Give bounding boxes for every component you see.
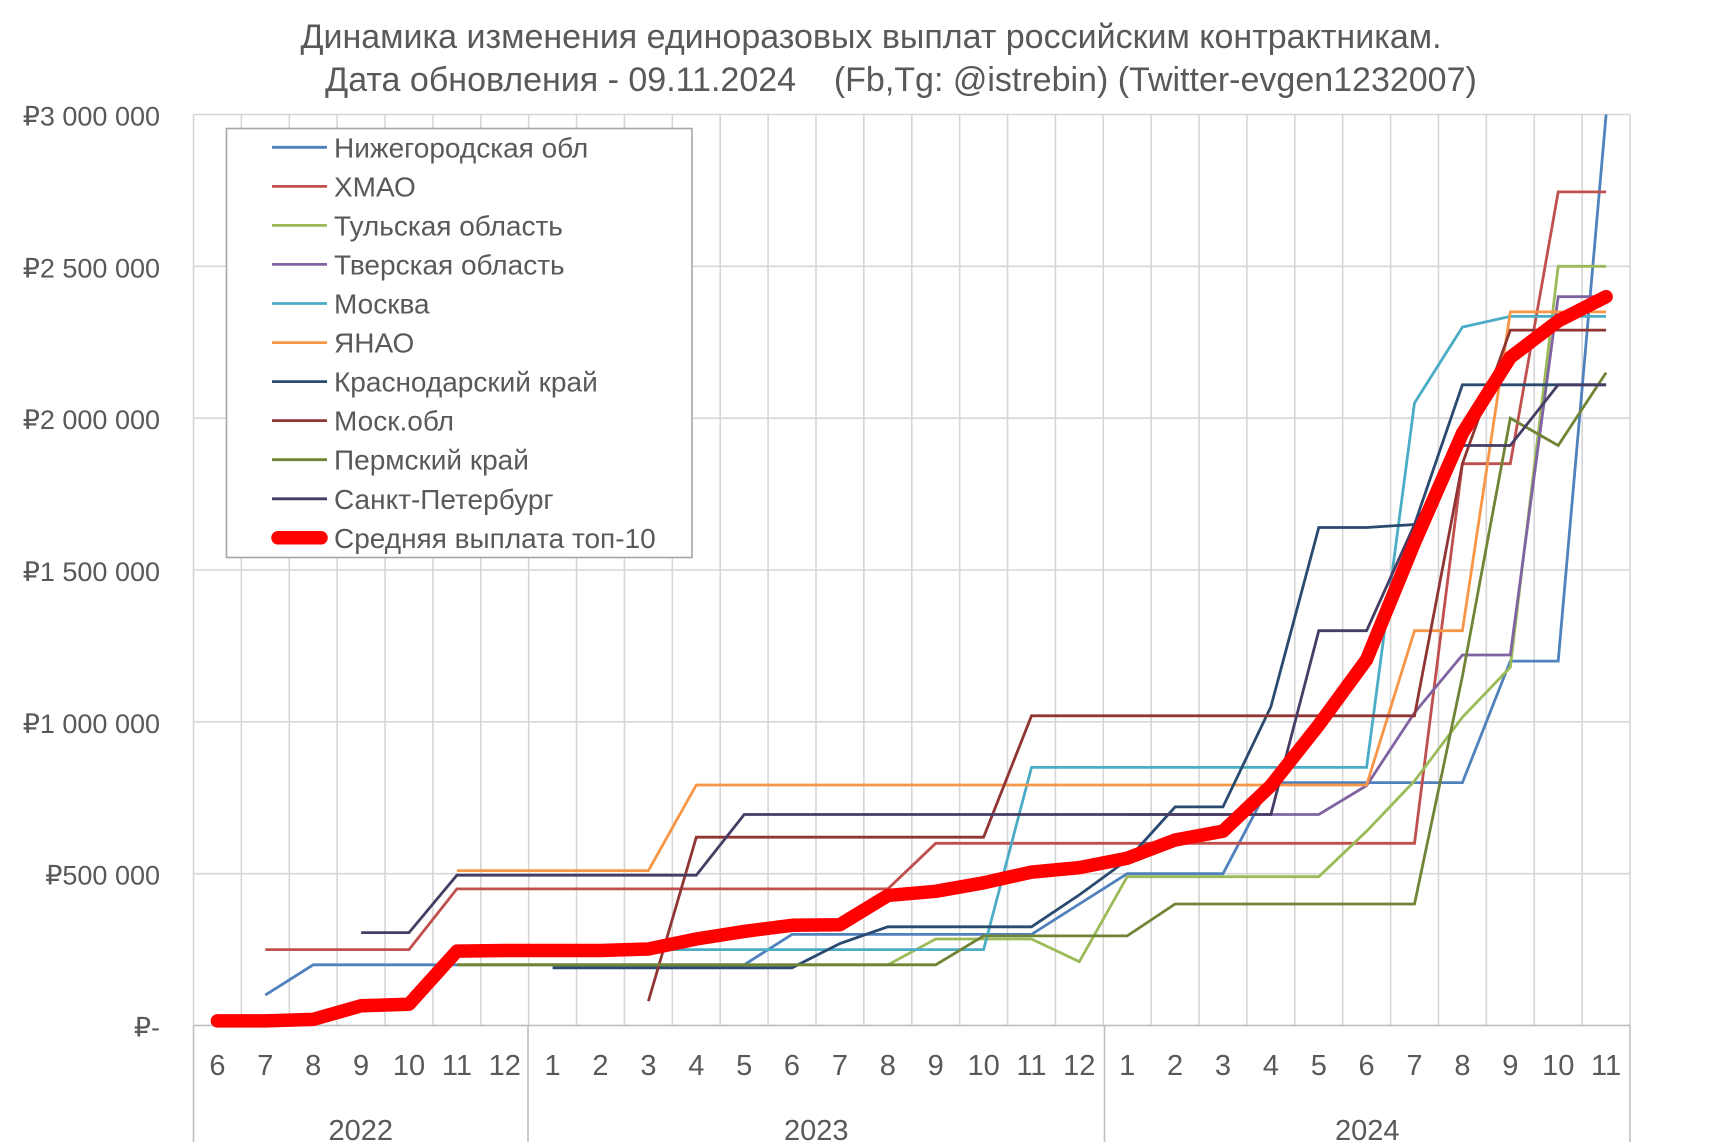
svg-text:₽1 500 000: ₽1 500 000	[23, 557, 160, 587]
svg-text:2: 2	[1167, 1050, 1183, 1082]
svg-text:3: 3	[640, 1050, 656, 1082]
svg-text:Санкт-Петербург: Санкт-Петербург	[334, 484, 554, 515]
svg-text:6: 6	[784, 1050, 800, 1082]
svg-text:Моск.обл: Моск.обл	[334, 406, 454, 437]
svg-text:Дата обновления - 09.11.2024: Дата обновления - 09.11.2024 (Fb,Tg: @is…	[325, 61, 1477, 99]
svg-text:11: 11	[1591, 1050, 1621, 1082]
svg-text:7: 7	[832, 1050, 848, 1082]
svg-text:12: 12	[489, 1050, 521, 1082]
svg-text:4: 4	[688, 1050, 704, 1082]
svg-text:8: 8	[880, 1050, 896, 1082]
svg-text:8: 8	[1454, 1050, 1470, 1082]
svg-text:Тульская область: Тульская область	[334, 210, 563, 241]
svg-text:Средняя выплата топ-10: Средняя выплата топ-10	[334, 523, 656, 554]
svg-text:Москва: Москва	[334, 289, 430, 320]
svg-text:10: 10	[1542, 1050, 1574, 1082]
svg-text:3: 3	[1215, 1050, 1231, 1082]
svg-text:Краснодарский край: Краснодарский край	[334, 367, 598, 398]
svg-text:₽3 000 000: ₽3 000 000	[23, 102, 160, 132]
svg-text:2023: 2023	[784, 1115, 849, 1142]
svg-text:Динамика изменения единоразовы: Динамика изменения единоразовых выплат р…	[300, 18, 1441, 56]
svg-text:11: 11	[442, 1050, 472, 1082]
svg-text:9: 9	[928, 1050, 944, 1082]
svg-text:Тверская область: Тверская область	[334, 249, 565, 280]
svg-text:₽2 500 000: ₽2 500 000	[23, 253, 160, 283]
svg-text:Пермский край: Пермский край	[334, 445, 529, 476]
svg-text:1: 1	[545, 1050, 561, 1082]
svg-text:₽1 000 000: ₽1 000 000	[23, 709, 160, 739]
svg-text:2: 2	[592, 1050, 608, 1082]
svg-text:ХМАО: ХМАО	[334, 171, 416, 202]
svg-text:5: 5	[736, 1050, 752, 1082]
svg-text:6: 6	[209, 1050, 225, 1082]
svg-text:9: 9	[1502, 1050, 1518, 1082]
svg-text:7: 7	[1406, 1050, 1422, 1082]
svg-text:10: 10	[967, 1050, 999, 1082]
svg-text:6: 6	[1359, 1050, 1375, 1082]
svg-text:8: 8	[305, 1050, 321, 1082]
svg-text:2024: 2024	[1335, 1115, 1400, 1142]
svg-text:12: 12	[1063, 1050, 1095, 1082]
svg-text:10: 10	[393, 1050, 425, 1082]
svg-text:9: 9	[353, 1050, 369, 1082]
svg-text:ЯНАО: ЯНАО	[334, 328, 414, 359]
svg-text:₽2 000 000: ₽2 000 000	[23, 405, 160, 435]
svg-text:₽-: ₽-	[134, 1013, 160, 1043]
svg-text:5: 5	[1311, 1050, 1327, 1082]
svg-text:2022: 2022	[329, 1115, 394, 1142]
svg-text:Нижегородская обл: Нижегородская обл	[334, 132, 588, 163]
svg-text:7: 7	[257, 1050, 273, 1082]
svg-text:4: 4	[1263, 1050, 1279, 1082]
svg-text:₽500 000: ₽500 000	[45, 861, 160, 891]
svg-text:11: 11	[1016, 1050, 1046, 1082]
svg-text:1: 1	[1119, 1050, 1135, 1082]
